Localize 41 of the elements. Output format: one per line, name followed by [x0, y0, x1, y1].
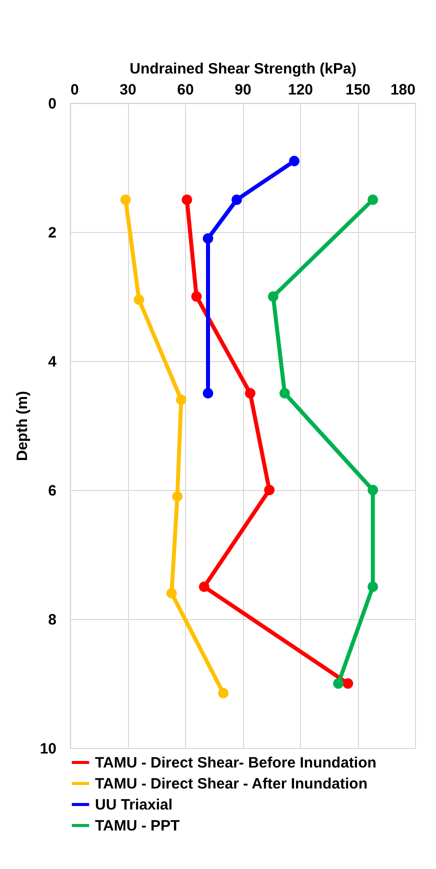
point	[120, 194, 131, 205]
legend-label: TAMU - Direct Shear - After Inundation	[95, 776, 368, 792]
point	[268, 291, 278, 302]
point	[182, 194, 192, 205]
x-tick-label: 60	[177, 82, 194, 98]
point	[333, 678, 344, 689]
x-tick-label: 90	[234, 82, 252, 98]
point	[176, 394, 186, 405]
point	[218, 688, 229, 698]
y-tick-label: 4	[48, 354, 58, 370]
y-tick-label: 10	[40, 740, 56, 758]
point	[191, 291, 202, 302]
point	[166, 588, 177, 598]
y-tick-label: 0	[48, 96, 56, 112]
legend-label: UU Triaxial	[95, 796, 173, 814]
x-tick-label: 30	[120, 82, 136, 98]
y-tick-label: 2	[48, 224, 56, 242]
x-tick-label: 180	[390, 82, 416, 98]
y-tick-label: 8	[48, 612, 56, 628]
point	[279, 388, 290, 398]
x-tick-label: 120	[288, 82, 314, 98]
point	[244, 388, 256, 398]
legend-label: TAMU - PPT	[95, 818, 180, 834]
y-axis-title: Depth (m)	[14, 391, 31, 461]
point	[172, 491, 183, 502]
point	[289, 156, 300, 166]
point	[202, 233, 214, 244]
x-axis-title: Undrained Shear Strength (kPa)	[130, 60, 356, 78]
y-tick-label: 6	[48, 482, 56, 500]
point	[232, 194, 242, 205]
x-tick-label: 150	[345, 82, 371, 98]
point	[202, 388, 214, 398]
point	[134, 294, 144, 305]
legend-label: TAMU - Direct Shear- Before Inundation	[95, 754, 376, 772]
point	[198, 582, 210, 592]
point	[368, 194, 378, 205]
point	[264, 484, 275, 496]
point	[368, 582, 378, 592]
point	[368, 484, 378, 496]
x-tick-label: 0	[70, 82, 79, 98]
point	[342, 678, 354, 689]
